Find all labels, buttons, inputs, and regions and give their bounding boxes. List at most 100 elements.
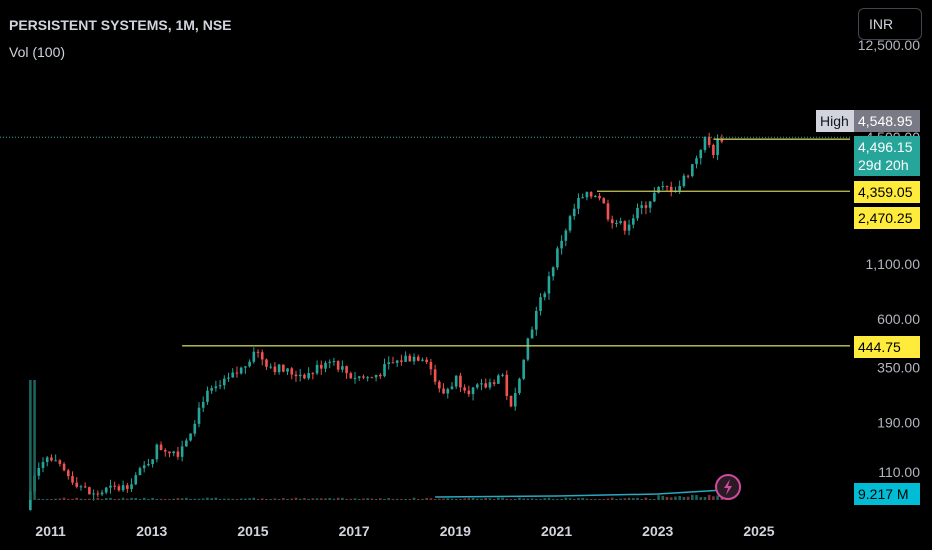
candle-body — [640, 205, 644, 208]
volume-bar — [319, 498, 323, 500]
volume-bar — [598, 499, 601, 500]
candle-body — [480, 383, 483, 385]
candle-body — [248, 361, 251, 367]
volume-bar — [678, 495, 681, 500]
volume-bar — [391, 498, 395, 500]
candle-body — [412, 356, 416, 362]
candle-body — [134, 475, 138, 485]
volume-bar — [572, 498, 576, 500]
candle-body — [29, 491, 32, 510]
candle-body — [303, 374, 306, 379]
candle-body — [235, 372, 239, 374]
candle-body — [374, 374, 378, 378]
volume-bar — [303, 498, 306, 500]
volume-bar — [695, 495, 698, 500]
volume-bar — [522, 498, 525, 500]
candle-body — [463, 387, 466, 391]
volume-bar — [100, 499, 104, 500]
candle-body — [117, 486, 121, 491]
volume-bar — [172, 498, 176, 500]
volume-bar — [159, 498, 163, 500]
volume-bar — [244, 498, 247, 500]
x-tick-label: 2021 — [541, 523, 572, 539]
volume-bar — [543, 498, 547, 500]
candle-body — [269, 366, 272, 368]
volume-bar — [138, 499, 142, 500]
currency-button[interactable]: INR — [858, 8, 922, 40]
candle-body — [408, 355, 412, 362]
candle-body — [535, 310, 538, 330]
volume-bar — [163, 499, 167, 500]
volume-bar — [185, 497, 188, 500]
volume-bar — [404, 499, 407, 500]
volume-bar — [96, 497, 100, 500]
candle-body — [610, 219, 614, 224]
volume-bar — [691, 494, 694, 500]
candle-body — [615, 223, 618, 225]
candle-body — [678, 186, 681, 191]
volume-bar — [526, 498, 530, 500]
volume-bar — [83, 499, 87, 500]
volume-bar — [134, 497, 138, 500]
candle-body — [484, 383, 488, 388]
candle-body — [41, 461, 45, 468]
candle-body — [88, 487, 91, 495]
volume-bar — [438, 498, 441, 500]
candle-body — [551, 267, 555, 277]
volume-bar — [674, 496, 677, 500]
volume-bar — [298, 498, 302, 500]
volume-bar — [235, 499, 239, 500]
candle-body — [277, 364, 281, 373]
candle-body — [509, 395, 513, 407]
volume-bar — [699, 497, 703, 500]
volume-bar — [231, 498, 235, 500]
volume-bar — [446, 498, 450, 500]
volume-bar — [518, 497, 521, 500]
volume-bar — [277, 499, 281, 500]
chart-title: PERSISTENT SYSTEMS, 1M, NSE — [9, 17, 232, 33]
volume-bar — [126, 498, 129, 500]
candle-body — [315, 364, 319, 374]
candle-body — [100, 492, 104, 495]
candle-body — [530, 329, 534, 339]
candle-body — [260, 352, 264, 360]
candle-body — [294, 374, 298, 377]
candle-body — [96, 493, 100, 495]
volume-bar — [387, 498, 391, 500]
volume-bar — [311, 498, 315, 500]
volume-bar — [324, 498, 327, 500]
volume-bar — [54, 498, 57, 500]
volume-bar — [425, 497, 428, 500]
candle-body — [109, 485, 112, 488]
candle-body — [341, 366, 344, 370]
volume-bar — [644, 497, 648, 500]
candle-body — [695, 158, 698, 165]
x-tick-label: 2013 — [136, 523, 167, 539]
volume-bar — [37, 498, 41, 500]
volume-bar — [214, 497, 218, 500]
candle-body — [151, 459, 154, 465]
candle-body — [564, 230, 568, 241]
volume-indicator-label[interactable]: Vol (100) — [9, 44, 66, 60]
volume-bar — [589, 499, 593, 500]
volume-bar — [594, 499, 597, 500]
candle-body — [606, 203, 610, 220]
candle-body — [577, 197, 580, 209]
volume-bar — [197, 498, 201, 500]
volume-bar — [227, 498, 230, 500]
candle-body — [328, 361, 332, 363]
high-value-tag: 4,548.95 — [854, 110, 920, 132]
volume-bar — [366, 498, 369, 500]
candle-body — [497, 375, 500, 384]
volume-bar — [273, 498, 277, 500]
volume-bar — [395, 498, 399, 500]
candle-body — [425, 359, 428, 363]
candle-body — [572, 208, 576, 217]
candle-body — [265, 359, 268, 367]
candle-body — [716, 139, 719, 155]
candle-body — [290, 368, 294, 375]
candle-body — [256, 351, 260, 353]
candle-body — [319, 364, 323, 369]
volume-bar — [109, 497, 112, 500]
